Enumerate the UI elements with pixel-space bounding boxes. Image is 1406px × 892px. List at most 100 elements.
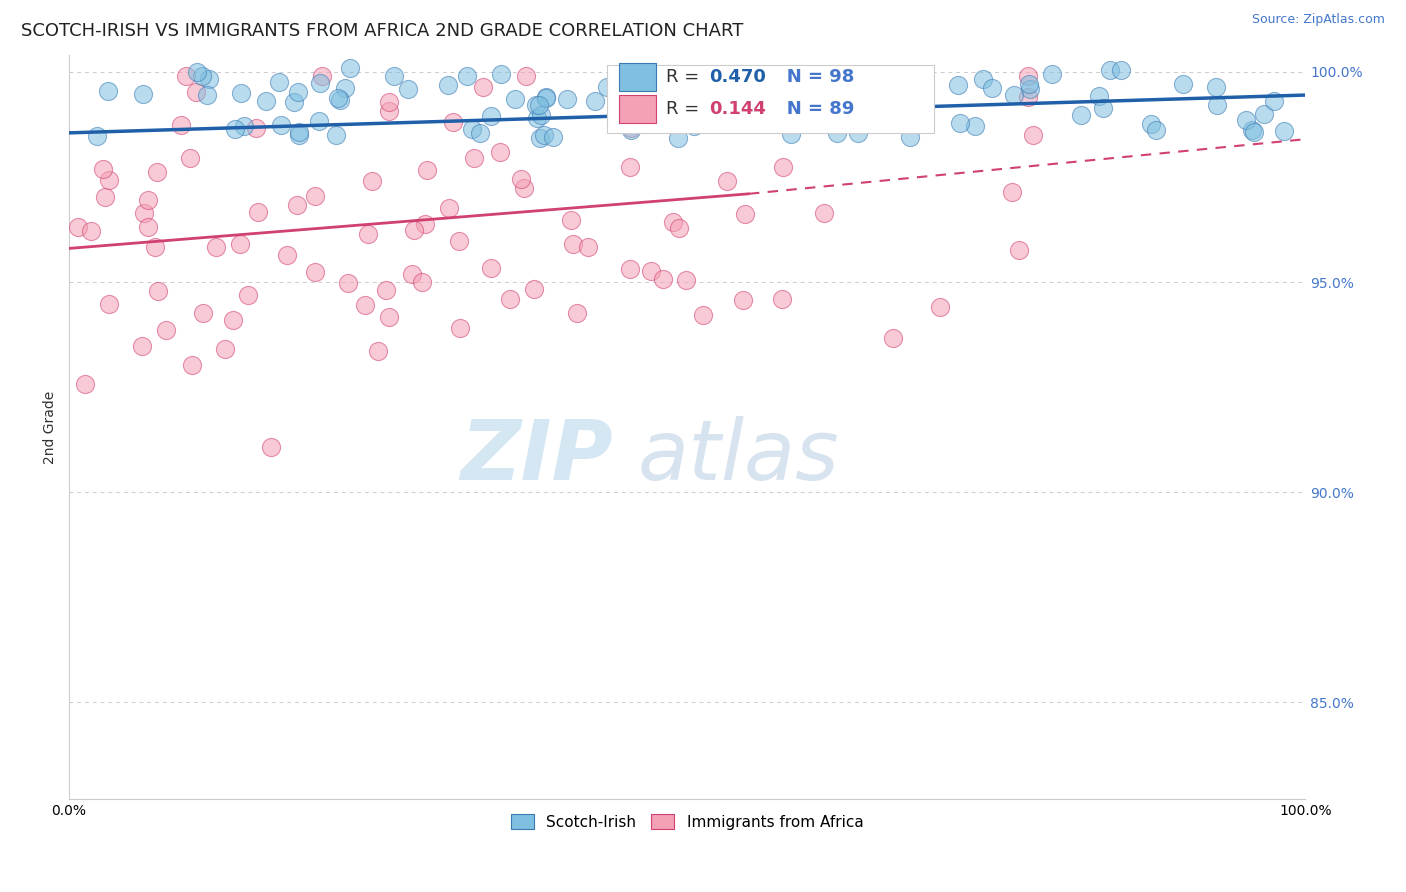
Point (224, 121, 246, 136)
Point (304, 189, 326, 203)
Point (560, 213, 582, 227)
Point (378, 95, 401, 109)
Point (246, 204, 269, 219)
Point (354, 298, 377, 312)
Point (288, 128, 311, 142)
Point (437, 201, 460, 215)
Point (949, 116, 972, 130)
Point (499, 292, 522, 306)
Point (1040, 67, 1063, 81)
Point (529, 130, 551, 145)
Point (972, 72, 994, 87)
Point (509, 171, 531, 186)
Point (654, 93, 676, 107)
Point (1243, 125, 1265, 139)
Point (339, 61, 361, 75)
Point (813, 206, 835, 220)
Point (416, 163, 439, 178)
Legend: Scotch-Irish, Immigrants from Africa: Scotch-Irish, Immigrants from Africa (505, 807, 869, 836)
Point (179, 151, 201, 165)
Point (86, 129, 108, 144)
Point (657, 67, 679, 81)
Point (402, 223, 425, 237)
Point (751, 92, 773, 106)
Point (195, 88, 218, 103)
Point (526, 111, 548, 125)
Point (541, 129, 564, 144)
Point (336, 276, 359, 290)
Point (1234, 112, 1257, 127)
Point (472, 79, 495, 94)
Point (1263, 94, 1285, 108)
Point (67, 220, 90, 235)
Point (461, 122, 484, 136)
Point (456, 69, 478, 83)
Point (98, 297, 121, 311)
Point (285, 197, 308, 211)
Y-axis label: 2nd Grade: 2nd Grade (44, 391, 58, 464)
Point (623, 103, 645, 117)
Point (245, 121, 267, 136)
Point (231, 86, 253, 100)
Point (382, 70, 405, 84)
Point (283, 95, 305, 110)
Point (534, 90, 557, 104)
Point (503, 92, 526, 106)
Point (260, 441, 283, 455)
Point (148, 284, 170, 298)
Point (731, 293, 754, 308)
Point (287, 85, 309, 99)
Point (661, 112, 683, 126)
Point (132, 206, 155, 220)
Point (1017, 90, 1039, 104)
Point (479, 260, 502, 275)
Point (437, 78, 460, 92)
Point (374, 284, 396, 298)
Point (616, 89, 638, 103)
Point (174, 69, 197, 83)
Point (1018, 77, 1040, 91)
Point (825, 126, 848, 140)
Point (378, 104, 401, 119)
Text: R =: R = (666, 100, 706, 118)
Text: N = 98: N = 98 (768, 68, 853, 86)
Point (981, 81, 1004, 95)
Point (562, 236, 585, 251)
Point (1001, 186, 1024, 200)
Point (811, 69, 834, 83)
Point (1253, 106, 1275, 120)
Point (411, 276, 433, 290)
Point (668, 220, 690, 235)
Point (233, 120, 256, 134)
Text: ZIP: ZIP (460, 417, 613, 497)
Point (640, 264, 662, 278)
Point (333, 80, 356, 95)
Point (596, 79, 619, 94)
Point (236, 287, 259, 301)
Point (1139, 117, 1161, 131)
Point (396, 82, 419, 96)
Point (898, 129, 921, 144)
Point (270, 118, 292, 132)
Point (415, 217, 437, 231)
Point (512, 181, 534, 195)
Point (191, 306, 214, 320)
Point (578, 240, 600, 254)
Point (678, 76, 700, 90)
Point (1087, 89, 1109, 103)
Point (329, 93, 352, 107)
Point (91, 161, 114, 176)
Point (1171, 77, 1194, 91)
Point (619, 161, 641, 175)
Point (138, 193, 160, 207)
Point (666, 131, 689, 145)
Point (308, 113, 330, 128)
Point (772, 160, 794, 174)
Point (155, 323, 177, 337)
Point (204, 240, 226, 254)
Point (229, 236, 252, 251)
Point (523, 282, 546, 296)
Point (761, 88, 783, 103)
Point (94, 189, 117, 203)
Text: 0.144: 0.144 (710, 100, 766, 118)
